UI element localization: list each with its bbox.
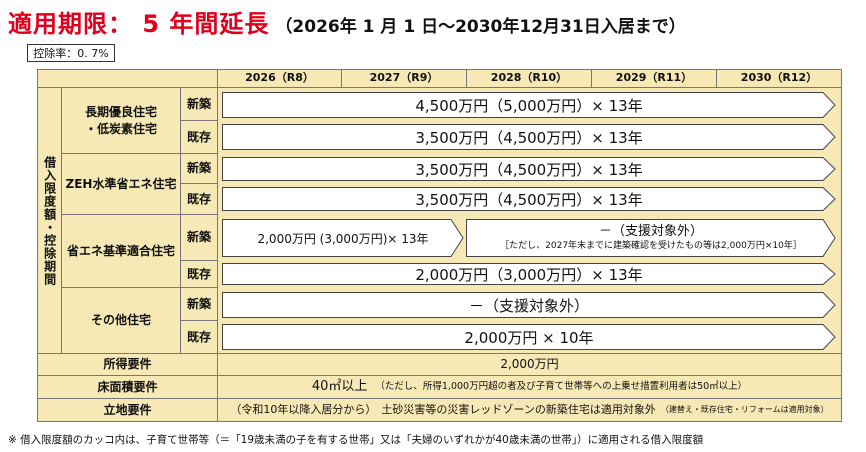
arrow-zeh-new: 3,500万円（4,500万円）× 13年 [222,157,836,181]
location-value-c: （建替え・既存住宅・リフォームは適用対象） [660,404,829,414]
side-label: 借入限度額・控除期間 [37,87,62,354]
category-other: その他住宅 [61,287,181,354]
header-corner [37,69,218,88]
floor-label: 床面積要件 [37,375,218,399]
category-long-term: 長期優良住宅 ・低炭素住宅 [61,87,181,154]
arrow-other-existing: 2,000万円 × 10年 [222,324,836,350]
page-title: 適用期限： 5 年間延長 （2026年 1 月 1 日～2030年12月31日入居… [8,4,686,38]
arrow-label: 2,000万円 (3,000万円)× 13年 [257,231,429,246]
floor-value-cell: 40㎡以上 （ただし、所得1,000万円超の者及び子育て世帯等への上乗せ措置利用… [217,375,842,399]
type-new: 新築 [180,214,218,261]
arrow-label: －（支援対象外） [468,296,589,315]
income-label: 所得要件 [37,353,218,376]
floor-value: 40㎡以上 [311,379,368,395]
location-value-cell: （令和10年以降入居分から） 土砂災害等の災害レッドゾーンの新築住宅は適用対象外… [217,398,842,422]
arrow-label: 3,500万円（4,500万円）× 13年 [415,128,643,147]
category-energy-standard: 省エネ基準適合住宅 [61,214,181,288]
arrow-energy-existing: 2,000万円（3,000万円）× 13年 [222,263,836,285]
type-existing: 既存 [180,260,218,288]
arrow-label: 2,000万円（3,000万円）× 13年 [415,265,643,284]
income-value: 2,000万円 [217,353,842,376]
year-2029: 2029（R11） [591,69,717,88]
location-label: 立地要件 [37,398,218,422]
year-2030: 2030（R12） [716,69,842,88]
year-2028: 2028（R10） [466,69,592,88]
arrow-label: 2,000万円 × 10年 [464,328,594,347]
arrow-label: 3,500万円（4,500万円）× 13年 [415,190,643,209]
floor-note: （ただし、所得1,000万円超の者及び子育て世帯等への上乗せ措置利用者は50㎡以… [375,380,748,392]
arrow-zeh-existing: 3,500万円（4,500万円）× 13年 [222,187,836,211]
type-existing: 既存 [180,120,218,154]
arrow-label: 3,500万円（4,500万円）× 13年 [415,160,643,179]
arrow-long-term-new: 4,500万円（5,000万円）× 13年 [222,92,836,118]
arrow-label: －（支援対象外） [598,224,703,240]
year-2027: 2027（R9） [341,69,467,88]
arrow-long-term-existing: 3,500万円（4,500万円）× 13年 [222,124,836,150]
arrow-sublabel: ［ただし、2027年末までに建築確認を受けたもの等は2,000万円×10年］ [500,240,802,251]
arrow-energy-new-2026: 2,000万円 (3,000万円)× 13年 [222,219,464,257]
type-existing: 既存 [180,183,218,215]
arrow-other-new: －（支援対象外） [222,292,836,318]
title-main: 適用期限： 5 年間延長 [8,10,270,38]
category-zeh: ZEH水準省エネ住宅 [61,153,181,215]
type-existing: 既存 [180,320,218,354]
type-new: 新築 [180,287,218,321]
deduction-rate-badge: 控除率：0. 7% [27,44,115,62]
arrow-label: 4,500万円（5,000万円）× 13年 [415,96,643,115]
type-new: 新築 [180,153,218,184]
location-value-a: （令和10年以降入居分から） [230,402,377,416]
location-value-b: 土砂災害等の災害レッドゾーンの新築住宅は適用対象外 [381,402,656,416]
arrow-energy-new-2027: －（支援対象外） ［ただし、2027年末までに建築確認を受けたもの等は2,000… [466,219,836,257]
title-sub: （2026年 1 月 1 日～2030年12月31日入居まで） [275,17,686,37]
year-2026: 2026（R8） [217,69,342,88]
type-new: 新築 [180,87,218,121]
arrow-label-group: －（支援対象外） ［ただし、2027年末までに建築確認を受けたもの等は2,000… [466,219,836,257]
footnote: ※ 借入限度額のカッコ内は、子育て世帯等（＝「19歳未満の子を有する世帯」又は「… [8,434,704,446]
